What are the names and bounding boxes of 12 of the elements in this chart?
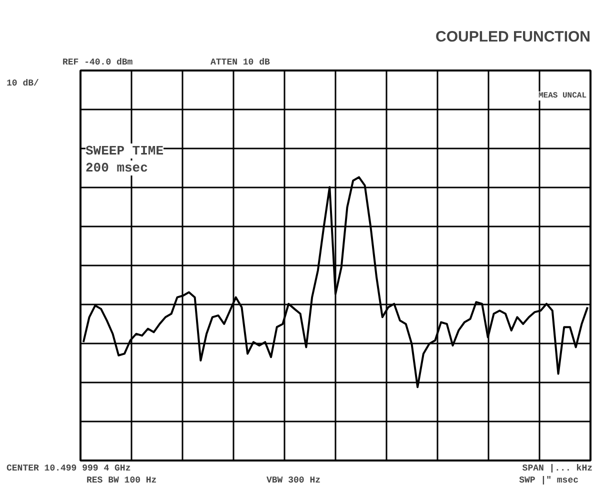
text: VBW 300 Hz	[266, 476, 321, 486]
text: 200 msec	[86, 160, 148, 176]
text: SPAN |... kHz	[522, 464, 593, 474]
text: SWEEP TIME	[86, 144, 164, 158]
text: 10 dB/	[6, 78, 39, 88]
text: SWP |" msec	[519, 476, 579, 486]
text: CENTER 10.499 999 4 GHz	[6, 464, 131, 474]
text: MEAS UNCAL	[538, 92, 587, 100]
text: RES BW 100 Hz	[86, 476, 157, 486]
text: REF -40.0 dBm	[62, 58, 134, 68]
text: ATTEN 10 dB	[210, 58, 271, 68]
chart-title: COUPLED FUNCTION	[436, 28, 591, 46]
